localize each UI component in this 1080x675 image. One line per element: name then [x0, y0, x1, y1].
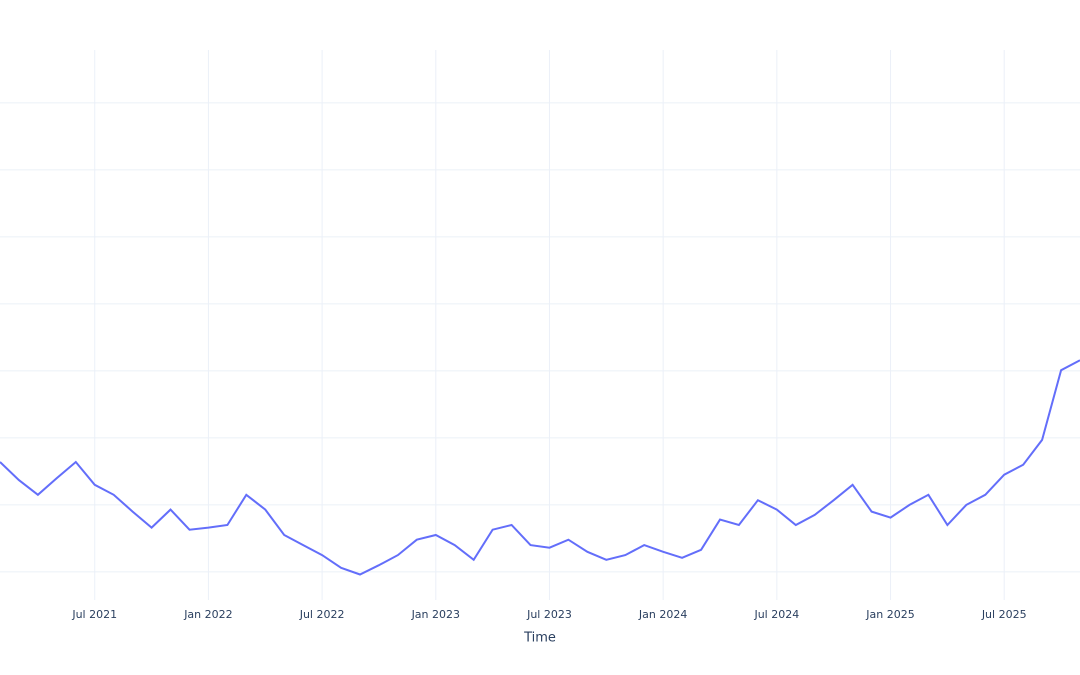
x-tick-label: Jul 2021 [71, 608, 117, 621]
grid [0, 50, 1080, 600]
x-tick-label: Jul 2024 [753, 608, 799, 621]
x-tick-label: Jan 2024 [638, 608, 687, 621]
x-tick-label: Jan 2025 [865, 608, 914, 621]
x-tick-label: Jan 2022 [183, 608, 232, 621]
x-axis-title: Time [523, 631, 556, 646]
x-tick-label: Jul 2025 [981, 608, 1027, 621]
x-tick-label: Jul 2023 [526, 608, 572, 621]
x-tick-label: Jul 2022 [299, 608, 345, 621]
plot-area [0, 359, 1080, 576]
data-line [0, 359, 1080, 576]
x-tick-label: Jan 2023 [411, 608, 460, 621]
